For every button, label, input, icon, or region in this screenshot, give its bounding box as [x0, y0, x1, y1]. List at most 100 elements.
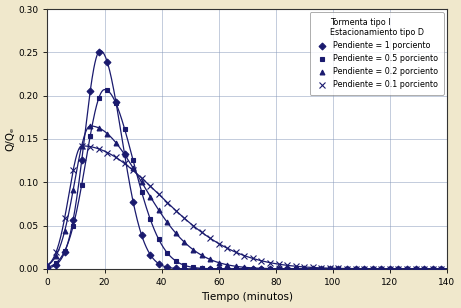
Pendiente = 0.5 porciento [148, 217, 153, 221]
Pendiente = 0.2 porciento [430, 267, 435, 271]
Pendiente = 0.1 porciento [156, 192, 161, 196]
Pendiente = 0.1 porciento [421, 267, 427, 271]
Pendiente = 0.1 porciento [438, 267, 444, 271]
Pendiente = 0.5 porciento [404, 267, 410, 271]
Pendiente = 1 porciento [113, 100, 119, 104]
Pendiente = 0.5 porciento [438, 267, 444, 271]
Pendiente = 0.5 porciento [190, 265, 196, 269]
Pendiente = 0.5 porciento [301, 267, 307, 271]
Pendiente = 0.2 porciento [310, 267, 316, 271]
Pendiente = 0.1 porciento [79, 144, 84, 148]
Pendiente = 0.2 porciento [438, 267, 444, 271]
Pendiente = 0.5 porciento [156, 237, 161, 241]
Pendiente = 0.1 porciento [165, 201, 170, 205]
Pendiente = 1 porciento [301, 267, 307, 271]
Pendiente = 0.2 porciento [79, 144, 84, 148]
Pendiente = 0.5 porciento [276, 267, 281, 271]
Pendiente = 0.1 porciento [301, 265, 307, 269]
Pendiente = 0.1 porciento [327, 266, 333, 270]
Pendiente = 1 porciento [310, 267, 316, 271]
Pendiente = 0.1 porciento [293, 264, 298, 268]
Pendiente = 0.5 porciento [71, 224, 76, 228]
Pendiente = 1 porciento [421, 267, 427, 271]
Pendiente = 0.1 porciento [53, 250, 59, 254]
Pendiente = 0.2 porciento [182, 241, 187, 244]
Pendiente = 0.2 porciento [421, 267, 427, 271]
Pendiente = 1 porciento [430, 267, 435, 271]
Pendiente = 0.5 porciento [225, 267, 230, 271]
Pendiente = 0.1 porciento [45, 264, 50, 267]
Pendiente = 1 porciento [216, 267, 221, 271]
Pendiente = 1 porciento [250, 267, 256, 271]
Pendiente = 0.2 porciento [62, 229, 67, 233]
Pendiente = 0.1 porciento [353, 267, 358, 270]
Pendiente = 0.5 porciento [79, 183, 84, 187]
Pendiente = 0.1 porciento [319, 266, 324, 270]
Pendiente = 0.2 porciento [413, 267, 418, 271]
Pendiente = 0.5 porciento [130, 158, 136, 162]
Line: Pendiente = 0.2 porciento: Pendiente = 0.2 porciento [45, 124, 443, 271]
Pendiente = 0.5 porciento [396, 267, 401, 271]
Pendiente = 0.5 porciento [370, 267, 375, 271]
Pendiente = 0.5 porciento [430, 267, 435, 271]
Pendiente = 0.2 porciento [148, 195, 153, 198]
Pendiente = 0.2 porciento [233, 265, 238, 268]
Pendiente = 1 porciento [438, 267, 444, 271]
Pendiente = 0.5 porciento [293, 267, 298, 271]
Pendiente = 0.1 porciento [344, 267, 350, 270]
Pendiente = 0.2 porciento [327, 267, 333, 271]
Pendiente = 1 porciento [71, 218, 76, 222]
Pendiente = 0.2 porciento [165, 221, 170, 224]
Pendiente = 1 porciento [53, 263, 59, 267]
Pendiente = 1 porciento [378, 267, 384, 271]
Pendiente = 0.2 porciento [225, 263, 230, 267]
Pendiente = 0.1 porciento [387, 267, 393, 271]
Pendiente = 1 porciento [165, 265, 170, 269]
Pendiente = 1 porciento [293, 267, 298, 271]
Pendiente = 0.5 porciento [267, 267, 273, 271]
Pendiente = 0.2 porciento [396, 267, 401, 271]
Pendiente = 1 porciento [130, 200, 136, 203]
Pendiente = 0.1 porciento [430, 267, 435, 271]
Pendiente = 0.5 porciento [165, 251, 170, 255]
Pendiente = 0.5 porciento [173, 259, 178, 263]
Pendiente = 0.5 porciento [259, 267, 264, 271]
Pendiente = 1 porciento [284, 267, 290, 271]
Line: Pendiente = 0.1 porciento: Pendiente = 0.1 porciento [44, 143, 444, 272]
Pendiente = 0.2 porciento [53, 254, 59, 257]
Pendiente = 1 porciento [319, 267, 324, 271]
Pendiente = 0.5 porciento [105, 89, 110, 92]
Pendiente = 0.1 porciento [233, 250, 238, 254]
Pendiente = 0.2 porciento [173, 231, 178, 235]
Pendiente = 0.2 porciento [378, 267, 384, 271]
Pendiente = 0.1 porciento [250, 257, 256, 260]
Pendiente = 0.2 porciento [45, 264, 50, 267]
Pendiente = 0.2 porciento [250, 266, 256, 270]
Pendiente = 1 porciento [387, 267, 393, 271]
Pendiente = 0.5 porciento [413, 267, 418, 271]
Pendiente = 0.2 porciento [242, 265, 247, 269]
X-axis label: Tiempo (minutos): Tiempo (minutos) [201, 292, 293, 302]
Pendiente = 0.2 porciento [105, 132, 110, 136]
Pendiente = 1 porciento [353, 267, 358, 271]
Pendiente = 0.2 porciento [139, 180, 144, 184]
Pendiente = 0.1 porciento [207, 236, 213, 240]
Pendiente = 0.2 porciento [293, 267, 298, 271]
Pendiente = 0.5 porciento [199, 266, 204, 270]
Pendiente = 0.1 porciento [130, 168, 136, 172]
Pendiente = 0.5 porciento [139, 190, 144, 194]
Pendiente = 0.2 porciento [156, 208, 161, 212]
Pendiente = 0.2 porciento [276, 267, 281, 270]
Pendiente = 1 porciento [361, 267, 367, 271]
Pendiente = 0.5 porciento [96, 96, 101, 100]
Pendiente = 0.5 porciento [336, 267, 341, 271]
Pendiente = 1 porciento [370, 267, 375, 271]
Pendiente = 0.1 porciento [139, 176, 144, 180]
Pendiente = 0.5 porciento [387, 267, 393, 271]
Pendiente = 0.1 porciento [96, 147, 101, 151]
Pendiente = 0.5 porciento [344, 267, 350, 271]
Pendiente = 1 porciento [88, 89, 93, 92]
Pendiente = 1 porciento [62, 250, 67, 254]
Pendiente = 0.5 porciento [122, 127, 127, 130]
Pendiente = 1 porciento [242, 267, 247, 271]
